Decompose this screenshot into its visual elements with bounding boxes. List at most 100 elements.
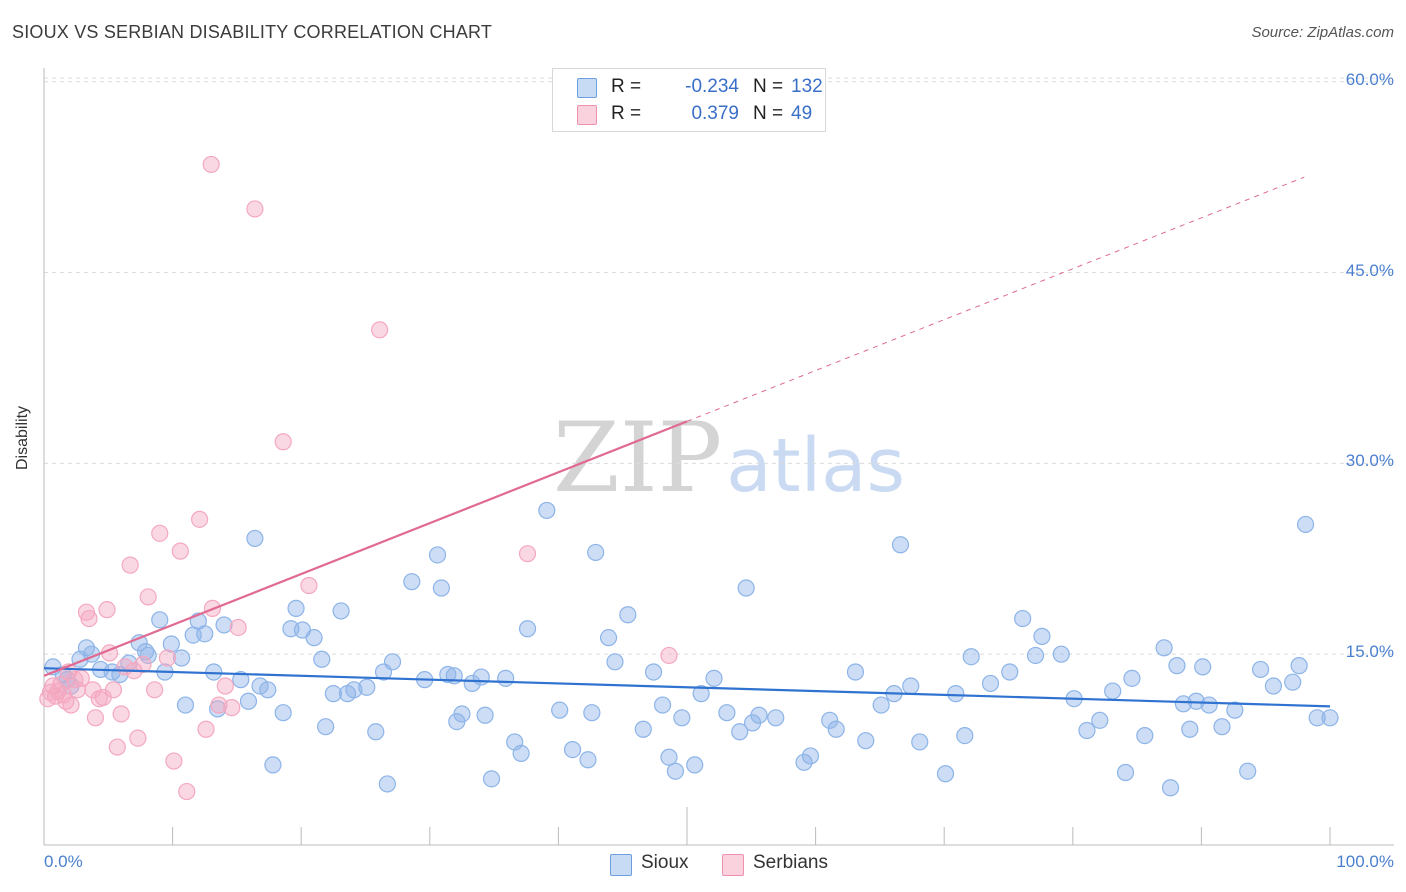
sioux-point <box>1155 639 1173 657</box>
sioux-point <box>1251 660 1270 679</box>
sioux-point <box>358 678 376 696</box>
sioux-point <box>1168 657 1186 675</box>
serbians-point <box>165 752 183 770</box>
sioux-point <box>619 606 637 624</box>
sioux-point <box>1174 695 1192 713</box>
legend-swatch-sioux <box>577 78 597 98</box>
serbians-point <box>274 433 292 451</box>
watermark-atlas: atlas <box>726 423 906 509</box>
sioux-point <box>1290 657 1308 675</box>
x-tick-label-min: 0.0% <box>44 852 83 871</box>
legend-swatch-serbians <box>722 854 744 876</box>
sioux-point <box>324 685 342 703</box>
sioux-point <box>1026 646 1045 665</box>
legend-r-value: -0.234 <box>685 76 739 97</box>
sioux-point <box>1136 726 1154 745</box>
serbians-point <box>660 646 678 665</box>
serbians-point <box>104 681 123 699</box>
sioux-point <box>583 704 601 722</box>
sioux-point <box>463 674 481 693</box>
serbians-point <box>112 705 130 723</box>
legend-swatch-serbians <box>577 105 597 125</box>
sioux-point <box>857 732 875 750</box>
y-axis-label: Disability <box>14 405 31 470</box>
sioux-point <box>305 629 323 647</box>
sioux-point <box>891 536 910 554</box>
sioux-point <box>1001 663 1019 681</box>
watermark-zip: ZIP <box>553 402 723 514</box>
sioux-point <box>750 706 768 724</box>
sioux-point <box>606 653 624 671</box>
sioux-point <box>936 765 955 783</box>
sioux-point <box>1284 673 1302 691</box>
axes <box>43 68 1394 846</box>
sioux-point <box>239 692 258 710</box>
sioux-point <box>981 674 1000 693</box>
y-tick-label: 30.0% <box>1345 451 1394 471</box>
y-tick-label: 15.0% <box>1345 642 1394 662</box>
serbians-point <box>171 542 189 560</box>
sioux-point <box>644 663 663 681</box>
sioux-point <box>872 696 890 714</box>
sioux-point <box>196 625 214 643</box>
serbians-point <box>121 556 139 574</box>
serbians-point <box>145 681 164 699</box>
sioux-point <box>1116 763 1135 782</box>
serbians-point <box>197 720 215 738</box>
serbians-point <box>151 524 169 542</box>
sioux-point <box>476 706 494 724</box>
sioux-point <box>795 753 813 771</box>
sioux-point <box>1321 709 1339 727</box>
sioux-point <box>173 649 191 667</box>
sioux-point <box>587 543 605 562</box>
legend-r-label: R = <box>611 103 642 124</box>
sioux-point <box>378 775 396 793</box>
serbians-point <box>229 618 247 637</box>
serbians-point <box>134 655 152 673</box>
sioux-point <box>1264 677 1283 695</box>
serbians-point <box>300 576 318 595</box>
sioux-point <box>1104 682 1122 700</box>
sioux-point <box>731 723 749 741</box>
serbians-point <box>86 709 105 727</box>
sioux-point <box>264 756 282 774</box>
sioux-point <box>1200 696 1218 714</box>
sioux-point <box>801 747 820 765</box>
sioux-point <box>551 701 569 719</box>
sioux-point <box>579 751 597 769</box>
sioux-point <box>1239 762 1257 780</box>
sioux-point <box>821 711 839 729</box>
sioux-point <box>313 650 331 668</box>
serbians-point <box>66 671 84 689</box>
source-credit: Source: ZipAtlas.com <box>1251 24 1394 41</box>
serbians-point <box>108 738 126 756</box>
serbians-trend-line <box>43 420 688 677</box>
sioux-trend-line <box>43 667 1331 708</box>
sioux-point <box>383 653 402 671</box>
sioux-point <box>660 748 678 766</box>
y-tick-label: 60.0% <box>1345 69 1394 89</box>
sioux-point <box>317 718 335 736</box>
sioux-point <box>846 663 865 681</box>
serbians-point <box>223 699 241 717</box>
sioux-point <box>151 611 169 629</box>
data-points <box>39 155 1339 801</box>
sioux-point <box>432 579 450 597</box>
sioux-point <box>911 733 929 751</box>
sioux-point <box>1161 779 1180 797</box>
y-tick-label: 45.0% <box>1345 260 1394 280</box>
sioux-point <box>634 720 652 738</box>
sioux-point <box>653 696 672 714</box>
serbians-point <box>129 729 147 747</box>
serbians-point <box>191 510 209 528</box>
legend-label-sioux: Sioux <box>641 852 689 873</box>
trend-lines <box>43 176 1331 708</box>
sioux-point <box>139 646 157 665</box>
serbians-trend-extension <box>686 176 1305 422</box>
serbians-point <box>216 677 234 695</box>
series-legend: Sioux Serbians <box>0 852 1406 878</box>
sioux-point <box>1296 515 1315 534</box>
sioux-point <box>259 681 277 699</box>
sioux-point <box>232 671 250 689</box>
sioux-point <box>512 744 530 763</box>
